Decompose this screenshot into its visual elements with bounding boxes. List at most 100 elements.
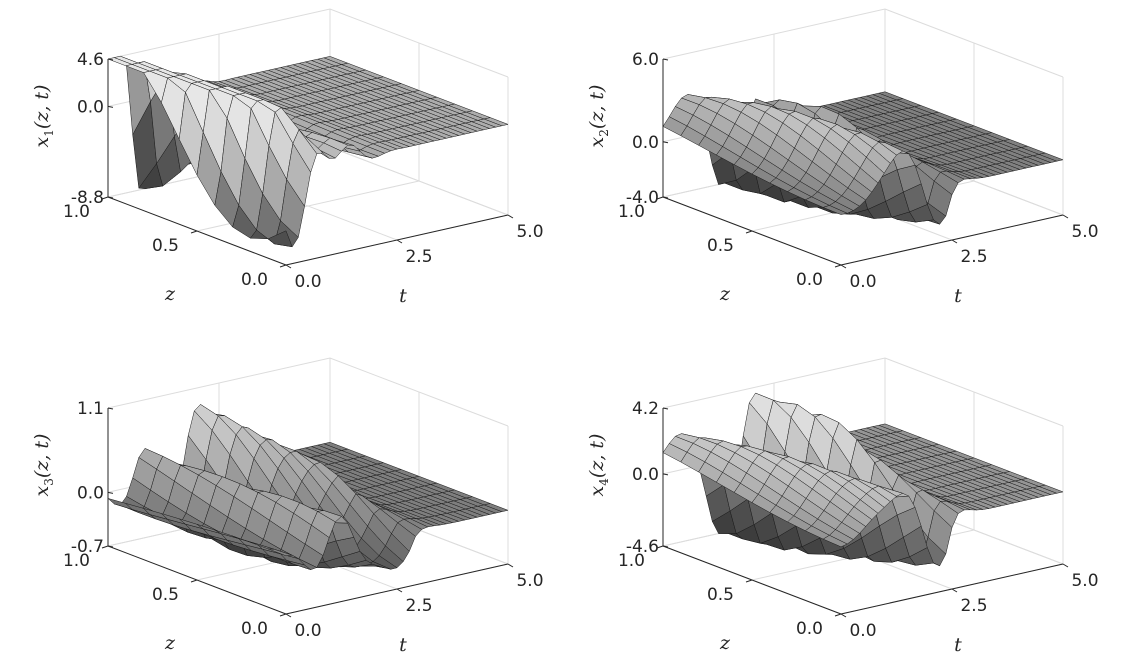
z-tick bbox=[834, 613, 842, 617]
z-tick bbox=[745, 579, 753, 583]
t-tick-label: 5.0 bbox=[1071, 222, 1098, 242]
surface-plot-x4: -4.6 0.0 4.2 0.0 0.5 1.0 0.0 2.5 5.0 z t x4(z, t) bbox=[586, 357, 1099, 656]
t-tick bbox=[507, 214, 514, 219]
tick-labels: -4.6 0.0 4.2 0.0 0.5 1.0 0.0 2.5 5.0 bbox=[618, 399, 1099, 641]
v-tick-label: 0.0 bbox=[77, 97, 104, 117]
v-tick bbox=[662, 141, 669, 144]
value-axis-subscript: 1 bbox=[42, 129, 56, 137]
v-tick-label: 4.6 bbox=[77, 50, 104, 70]
z-tick-label: 1.0 bbox=[63, 551, 90, 571]
v-tick bbox=[107, 196, 114, 199]
t-tick bbox=[840, 264, 847, 269]
axis-labels: z t x2(z, t) bbox=[586, 85, 962, 307]
z-axis-title: z bbox=[719, 632, 731, 654]
z-tick bbox=[834, 264, 842, 268]
v-tick-label: -4.6 bbox=[626, 537, 659, 557]
z-axis-title: z bbox=[164, 632, 176, 654]
v-tick-label: 6.0 bbox=[632, 50, 659, 70]
t-tick-label: 2.5 bbox=[405, 596, 432, 616]
value-axis-args: (z, t) bbox=[586, 85, 608, 130]
grid-line bbox=[107, 357, 509, 427]
z-tick-label: 0.0 bbox=[241, 619, 268, 639]
t-tick bbox=[285, 613, 292, 618]
v-tick bbox=[662, 196, 669, 199]
t-tick-label: 0.0 bbox=[294, 272, 321, 292]
z-tick-label: 0.5 bbox=[152, 585, 179, 605]
t-tick bbox=[951, 239, 958, 244]
surface-mesh bbox=[662, 392, 1064, 567]
v-tick-label: 4.2 bbox=[632, 399, 659, 419]
value-axis-title: x4(z, t) bbox=[586, 434, 611, 497]
t-axis-title: t bbox=[399, 634, 407, 656]
t-tick bbox=[507, 563, 514, 568]
value-axis-var: x bbox=[31, 136, 53, 147]
surface-mesh bbox=[107, 55, 509, 248]
z-tick-label: 0.5 bbox=[707, 236, 734, 256]
tick-labels: -0.7 0.0 1.1 0.0 0.5 1.0 0.0 2.5 5.0 bbox=[63, 399, 544, 641]
v-tick bbox=[107, 545, 114, 548]
z-tick bbox=[279, 613, 287, 617]
z-tick-label: 0.5 bbox=[152, 236, 179, 256]
t-tick bbox=[1062, 214, 1069, 219]
t-tick-label: 2.5 bbox=[960, 247, 987, 267]
t-tick-label: 5.0 bbox=[1071, 571, 1098, 591]
value-axis-var: x bbox=[31, 485, 53, 496]
t-tick-label: 5.0 bbox=[516, 222, 543, 242]
value-axis-var: x bbox=[586, 485, 608, 496]
t-tick bbox=[396, 588, 403, 593]
v-tick-label: -4.0 bbox=[626, 188, 659, 208]
value-axis-subscript: 2 bbox=[597, 129, 611, 137]
z-tick bbox=[279, 264, 287, 268]
tick-labels: -4.0 0.0 6.0 0.0 0.5 1.0 0.0 2.5 5.0 bbox=[618, 50, 1099, 292]
grid-line bbox=[662, 357, 1064, 427]
v-tick bbox=[662, 473, 669, 476]
v-tick bbox=[107, 58, 114, 61]
value-axis-args: (z, t) bbox=[31, 434, 53, 479]
z-tick-label: 1.0 bbox=[618, 202, 645, 222]
value-axis-title: x1(z, t) bbox=[31, 85, 56, 148]
t-tick-label: 0.0 bbox=[849, 272, 876, 292]
surface-mesh bbox=[107, 404, 509, 570]
grid-line bbox=[107, 8, 509, 78]
z-tick bbox=[190, 230, 198, 234]
surface-patch bbox=[822, 205, 849, 215]
v-tick bbox=[107, 491, 114, 494]
tick-labels: -8.8 0.0 4.6 0.0 0.5 1.0 0.0 2.5 5.0 bbox=[63, 50, 544, 292]
surface-patch bbox=[822, 535, 848, 548]
surface-plot-x3: -0.7 0.0 1.1 0.0 0.5 1.0 0.0 2.5 5.0 z t x3(z, t) bbox=[31, 357, 544, 656]
surface-plot-x2: -4.0 0.0 6.0 0.0 0.5 1.0 0.0 2.5 5.0 z t x2(z, t) bbox=[586, 8, 1099, 307]
t-tick-label: 2.5 bbox=[960, 596, 987, 616]
z-tick bbox=[656, 545, 664, 549]
v-tick bbox=[662, 545, 669, 548]
grid-line bbox=[662, 8, 1064, 78]
v-tick-label: 0.0 bbox=[632, 465, 659, 485]
v-tick bbox=[107, 407, 114, 410]
v-tick bbox=[107, 105, 114, 108]
axis-labels: z t x1(z, t) bbox=[31, 85, 407, 307]
t-tick-label: 5.0 bbox=[516, 571, 543, 591]
axis-labels: z t x3(z, t) bbox=[31, 434, 407, 656]
z-tick bbox=[656, 196, 664, 200]
t-tick bbox=[1062, 563, 1069, 568]
t-axis-title: t bbox=[954, 285, 962, 307]
z-tick-label: 1.0 bbox=[63, 202, 90, 222]
z-axis-title: z bbox=[164, 283, 176, 305]
z-tick-label: 1.0 bbox=[618, 551, 645, 571]
v-tick-label: 0.0 bbox=[77, 483, 104, 503]
surface-patch bbox=[268, 548, 293, 557]
surface-patch bbox=[267, 230, 293, 248]
v-tick-label: -0.7 bbox=[71, 537, 104, 557]
z-tick-label: 0.0 bbox=[796, 619, 823, 639]
v-tick bbox=[662, 407, 669, 410]
z-tick-label: 0.0 bbox=[241, 270, 268, 290]
z-axis-title: z bbox=[719, 283, 731, 305]
value-axis-title: x2(z, t) bbox=[586, 85, 611, 148]
t-tick bbox=[396, 239, 403, 244]
axis-labels: z t x4(z, t) bbox=[586, 434, 962, 656]
v-tick-label: -8.8 bbox=[71, 188, 104, 208]
t-tick bbox=[840, 613, 847, 618]
t-tick-label: 2.5 bbox=[405, 247, 432, 267]
t-tick bbox=[285, 264, 292, 269]
surface-mesh bbox=[662, 91, 1064, 225]
value-axis-var: x bbox=[586, 136, 608, 147]
